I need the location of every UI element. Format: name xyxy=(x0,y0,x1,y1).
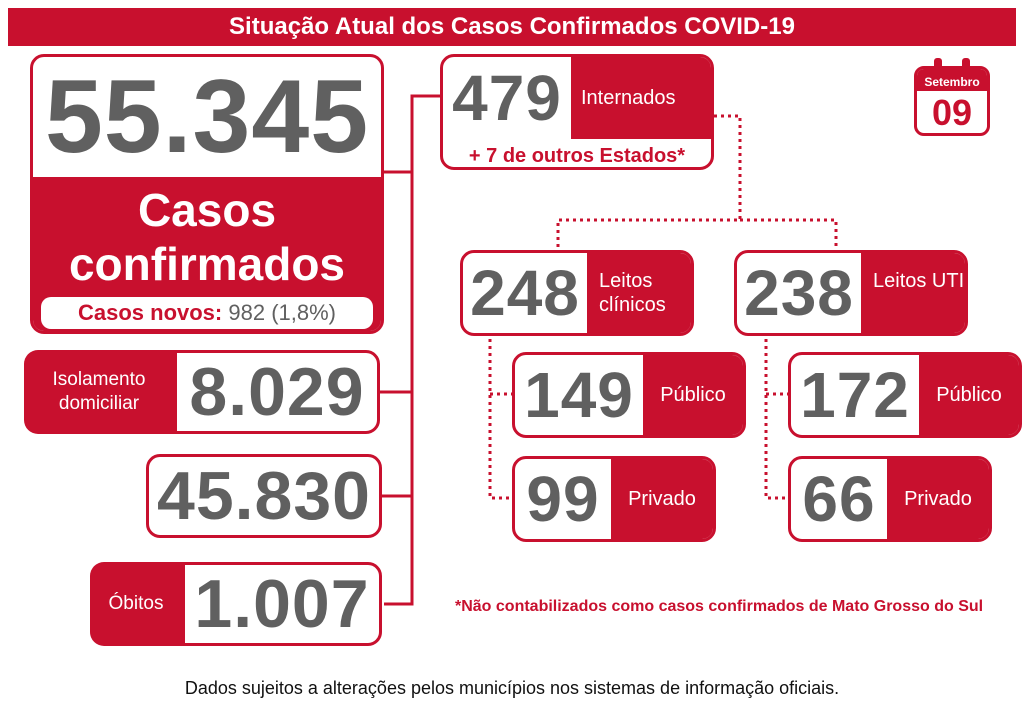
hosp-to-icu-connector xyxy=(740,218,838,250)
icu-public-number: 172 xyxy=(800,359,910,431)
calendar-icon: Setembro 09 xyxy=(914,58,990,136)
new-cases-label: Casos novos: xyxy=(77,300,223,325)
recovered-row: 45.830 xyxy=(146,454,382,538)
clinical-beds-number: 248 xyxy=(470,257,580,329)
confirmed-cases-label: Casos confirmados xyxy=(68,184,346,290)
disclaimer: Dados sujeitos a alterações pelos municí… xyxy=(184,678,840,698)
recovered-number: 45.830 xyxy=(146,454,382,538)
isolation-number: 8.029 xyxy=(174,350,380,434)
new-cases: Casos novos: 982 (1,8%) xyxy=(41,297,373,329)
hospitalized-card: 479 Internados + 7 de outros Estados* xyxy=(440,54,714,170)
isolation-row: Isolamento domiciliar 8.029 xyxy=(24,350,380,434)
deaths-row: Óbitos 1.007 xyxy=(90,562,382,646)
footnote: *Não contabilizados como casos confirmad… xyxy=(455,598,984,615)
clinical-private-card: 99 Privado xyxy=(512,456,716,542)
clinical-private-label: Privado xyxy=(611,459,713,539)
clinical-public-card: 149 Público xyxy=(512,352,746,438)
new-cases-value: 982 (1,8%) xyxy=(228,300,336,325)
clinical-beds-label: Leitos clínicos xyxy=(587,253,691,333)
calendar-ring xyxy=(934,58,942,74)
clinical-private-connector xyxy=(488,332,512,500)
deaths-label: Óbitos xyxy=(90,562,182,646)
icu-private-connector xyxy=(764,332,788,500)
icu-public-card: 172 Público xyxy=(788,352,1022,438)
calendar-body: Setembro 09 xyxy=(914,66,990,136)
other-states-note: + 7 de outros Estados* xyxy=(468,145,686,167)
hospitalized-connector xyxy=(410,94,440,172)
confirmed-cases-card: 55.345 Casos confirmados Casos novos: 98… xyxy=(30,54,384,334)
hosp-to-clinical-connector xyxy=(556,114,742,250)
icu-public-label: Público xyxy=(919,355,1019,435)
hospitalized-label: Internados xyxy=(571,57,711,139)
clinical-private-number: 99 xyxy=(526,463,600,535)
hospitalized-number: 479 xyxy=(452,62,562,134)
calendar-ring xyxy=(962,58,970,74)
calendar-month: Setembro xyxy=(917,69,987,91)
clinical-public-label: Público xyxy=(643,355,743,435)
page-title: Situação Atual dos Casos Confirmados COV… xyxy=(8,8,1016,46)
icu-private-label: Privado xyxy=(887,459,989,539)
clinical-public-number: 149 xyxy=(524,359,634,431)
deaths-number: 1.007 xyxy=(182,562,382,646)
isolation-label: Isolamento domiciliar xyxy=(24,350,174,434)
icu-beds-label: Leitos UTI xyxy=(861,253,965,333)
confirmed-cases-number: 55.345 xyxy=(44,59,370,175)
confirmed-connector xyxy=(384,170,414,606)
icu-beds-card: 238 Leitos UTI xyxy=(734,250,968,336)
icu-beds-number: 238 xyxy=(744,257,854,329)
clinical-beds-card: 248 Leitos clínicos xyxy=(460,250,694,336)
calendar-day: 09 xyxy=(931,92,973,133)
icu-private-card: 66 Privado xyxy=(788,456,992,542)
icu-private-number: 66 xyxy=(802,463,876,535)
